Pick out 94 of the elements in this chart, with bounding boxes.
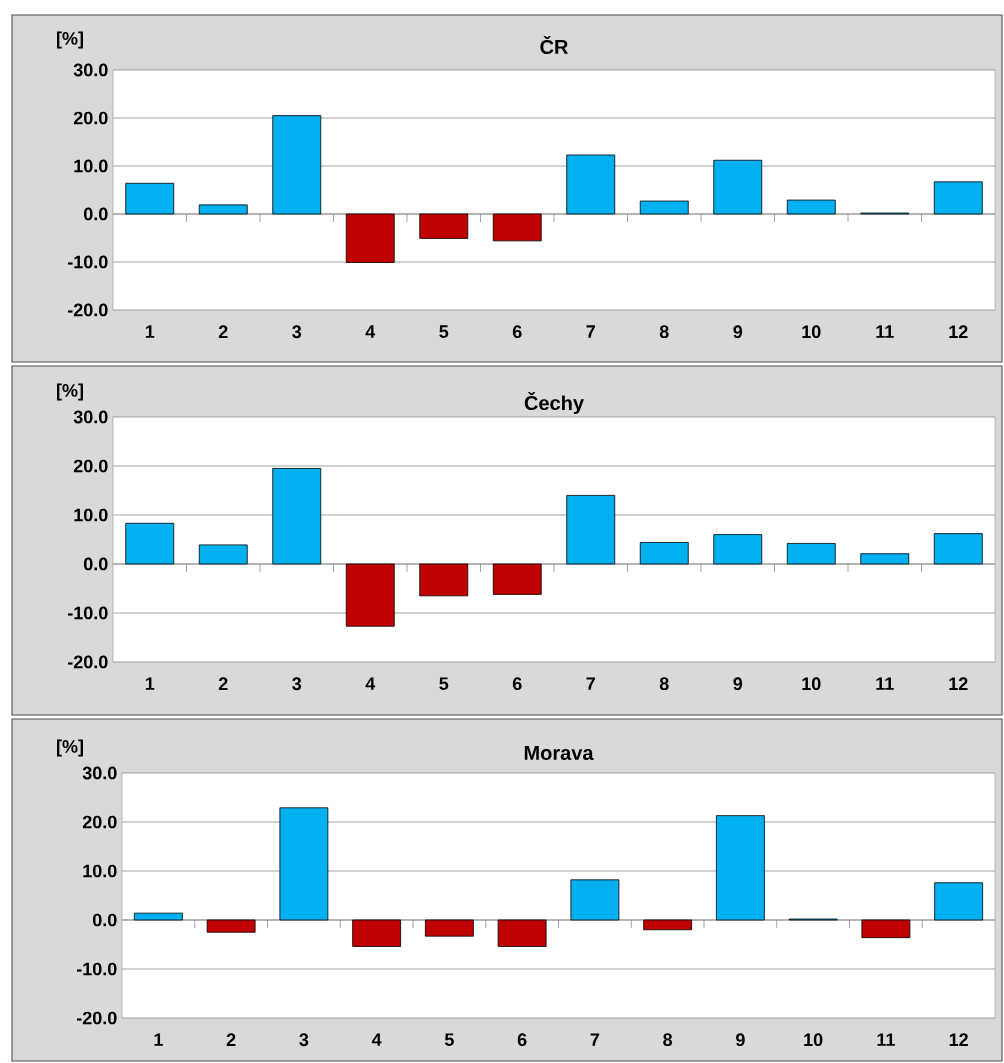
bar xyxy=(713,159,763,215)
x-tick-label: 3 xyxy=(299,1033,309,1047)
bar xyxy=(198,544,248,565)
x-tick-label: 6 xyxy=(517,1033,527,1047)
x-tick-label: 11 xyxy=(876,677,894,690)
y-tick-label: -10.0 xyxy=(67,255,108,269)
bar xyxy=(419,213,469,239)
x-tick-label: 9 xyxy=(733,325,743,339)
y-tick-label: 0.0 xyxy=(92,913,117,927)
x-tick-label: 7 xyxy=(590,1033,600,1046)
bar xyxy=(345,213,395,263)
x-tick-label: 9 xyxy=(733,677,743,691)
bar xyxy=(786,543,836,565)
y-tick-label: 10.0 xyxy=(74,508,108,522)
y-tick-label: -10.0 xyxy=(67,606,108,620)
bar xyxy=(492,213,542,242)
x-tick-label: 12 xyxy=(949,325,968,338)
bar xyxy=(639,200,689,215)
x-tick-label: 12 xyxy=(949,1033,968,1046)
x-tick-label: 11 xyxy=(876,325,894,338)
y-tick-label: -20.0 xyxy=(76,1011,117,1025)
bar xyxy=(352,919,402,947)
bar xyxy=(345,563,395,627)
bar xyxy=(861,919,911,939)
y-tick-label: 0.0 xyxy=(83,207,108,221)
bar xyxy=(786,199,836,215)
x-tick-label: 5 xyxy=(439,677,449,690)
y-axis-title: [%] xyxy=(57,383,83,401)
bar xyxy=(933,533,983,565)
bar xyxy=(860,553,910,565)
y-tick-label: 20.0 xyxy=(82,815,117,829)
bar xyxy=(198,204,248,215)
bar xyxy=(497,919,547,947)
y-tick-label: -20.0 xyxy=(67,655,108,669)
x-tick-label: 3 xyxy=(292,677,302,691)
x-tick-label: 2 xyxy=(218,677,228,690)
x-tick-label: 2 xyxy=(226,1033,236,1046)
x-tick-label: 10 xyxy=(802,677,821,691)
y-tick-label: 30.0 xyxy=(73,63,108,77)
bar xyxy=(639,542,689,565)
x-tick-label: 5 xyxy=(439,325,449,338)
x-tick-label: 1 xyxy=(154,1033,163,1046)
bar xyxy=(566,495,616,565)
x-tick-label: 7 xyxy=(586,325,595,338)
bar xyxy=(643,919,693,931)
x-tick-label: 11 xyxy=(877,1033,895,1046)
y-tick-label: 30.0 xyxy=(73,410,108,424)
y-axis-title: [%] xyxy=(57,739,83,757)
x-tick-label: 1 xyxy=(145,677,155,690)
bar xyxy=(272,115,322,215)
x-tick-label: 5 xyxy=(444,1033,454,1046)
x-tick-label: 1 xyxy=(145,325,155,338)
chart-title: ČR xyxy=(540,35,569,55)
y-tick-label: 20.0 xyxy=(73,111,108,125)
x-tick-label: 6 xyxy=(512,677,522,691)
bar xyxy=(133,912,183,921)
x-tick-label: 4 xyxy=(365,325,376,338)
chart-title: Morava xyxy=(524,746,594,760)
x-tick-label: 6 xyxy=(512,325,522,339)
y-tick-label: -20.0 xyxy=(67,303,108,317)
x-tick-label: 10 xyxy=(804,1033,823,1047)
x-tick-label: 8 xyxy=(659,677,669,691)
bar xyxy=(492,563,542,595)
x-tick-label: 8 xyxy=(659,325,669,339)
bar xyxy=(125,522,175,565)
bar xyxy=(272,468,322,565)
bar xyxy=(933,181,983,215)
x-tick-label: 7 xyxy=(586,677,595,690)
y-tick-label: 20.0 xyxy=(73,459,108,473)
bar xyxy=(206,919,256,933)
x-tick-label: 9 xyxy=(736,1033,745,1047)
x-tick-label: 10 xyxy=(802,325,821,339)
x-tick-label: 12 xyxy=(949,677,968,690)
bar xyxy=(715,815,765,921)
bar xyxy=(279,807,329,921)
y-tick-label: -10.0 xyxy=(76,962,117,976)
y-tick-label: 30.0 xyxy=(82,766,117,780)
y-tick-label: 10.0 xyxy=(74,159,108,173)
x-tick-label: 4 xyxy=(371,1033,382,1046)
bar xyxy=(570,879,620,921)
x-tick-label: 2 xyxy=(218,325,228,338)
bar xyxy=(424,919,474,937)
y-tick-label: 0.0 xyxy=(83,557,108,571)
bar xyxy=(566,154,616,215)
bar xyxy=(419,563,469,597)
x-tick-label: 3 xyxy=(292,325,302,339)
y-tick-label: 10.0 xyxy=(83,864,117,878)
bar xyxy=(713,534,763,565)
chart-title: Čechy xyxy=(524,391,584,415)
y-axis-title: [%] xyxy=(57,31,83,49)
x-tick-label: 4 xyxy=(365,677,376,690)
bar xyxy=(125,182,175,215)
bar xyxy=(934,882,984,921)
x-tick-label: 8 xyxy=(663,1033,673,1047)
